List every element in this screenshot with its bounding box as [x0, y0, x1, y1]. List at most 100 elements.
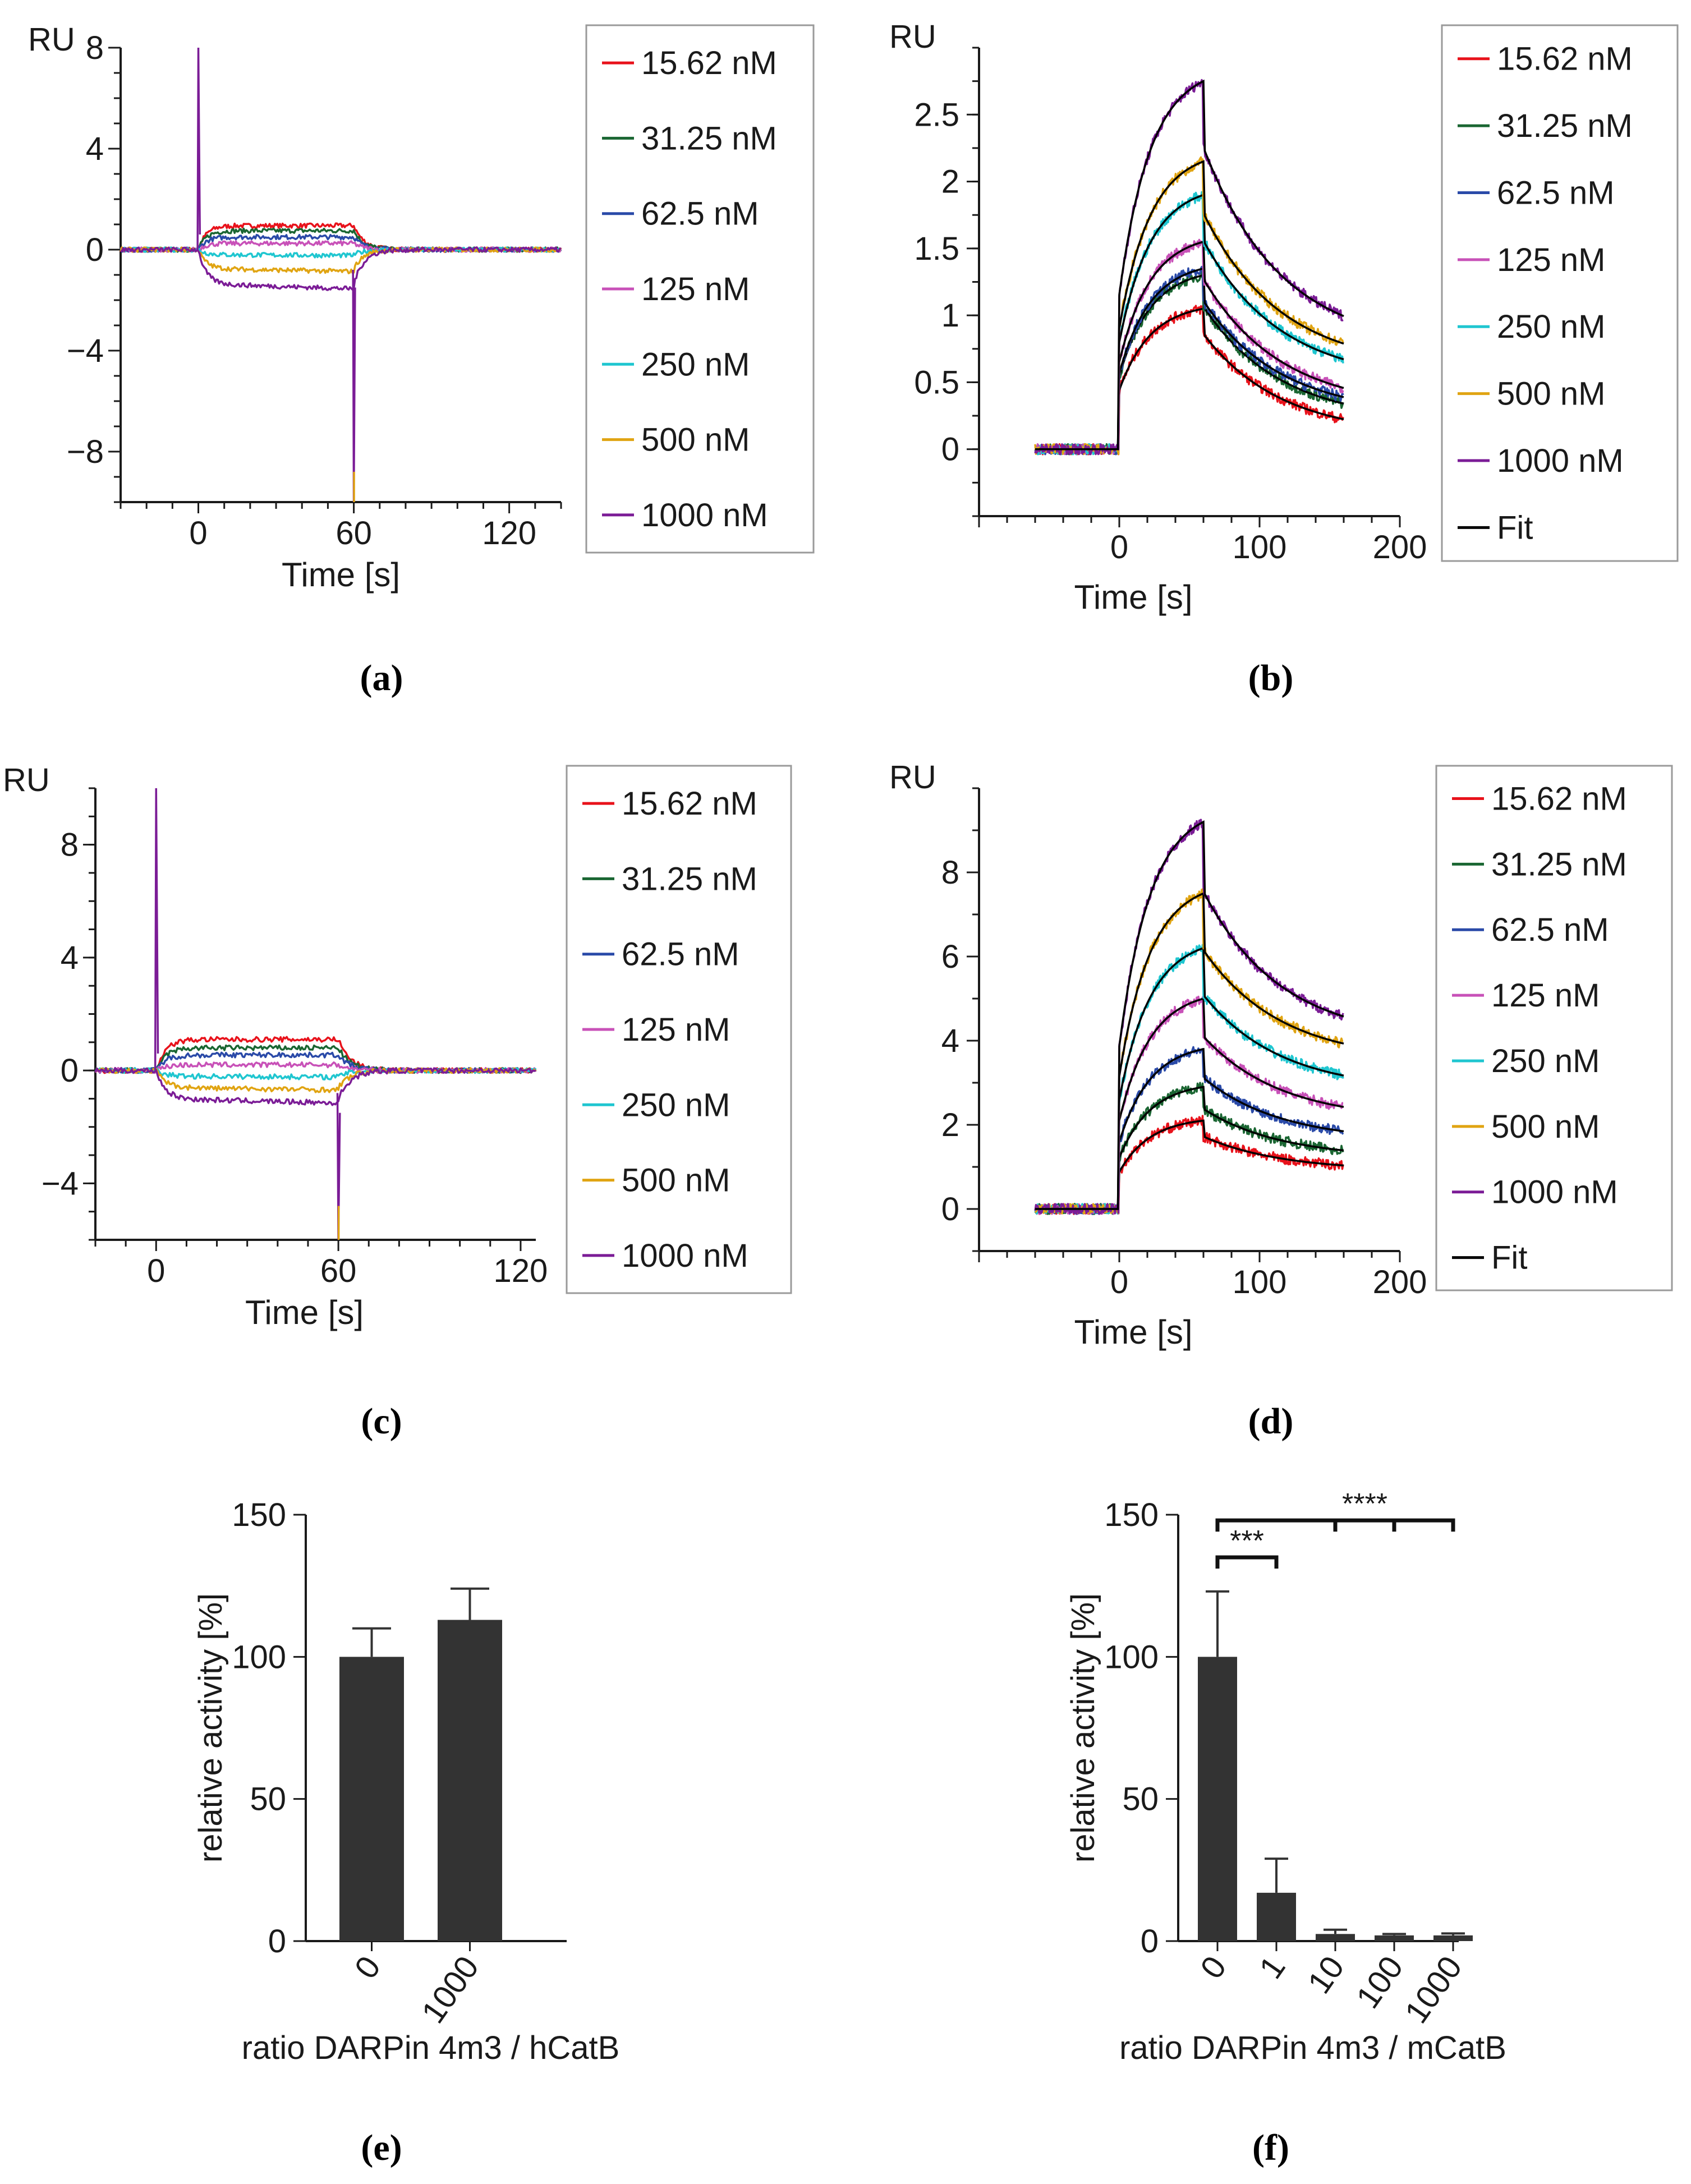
- y-tick-label: 0: [1141, 1923, 1159, 1960]
- fit-curve: [1035, 820, 1344, 1210]
- y-tick-label: 1: [941, 297, 959, 334]
- fit-curve: [1035, 946, 1344, 1210]
- x-axis-label: Time [s]: [1074, 1313, 1192, 1351]
- y-axis-label: RU: [889, 759, 936, 796]
- y-tick-label: 0.5: [914, 364, 959, 401]
- legend-label: 15.62 nM: [1497, 41, 1633, 77]
- series-trace: [1035, 1046, 1344, 1215]
- series-trace: [1034, 191, 1344, 456]
- legend-label: 62.5 nM: [1497, 174, 1615, 211]
- y-axis-label: relative activity [%]: [1065, 1593, 1101, 1863]
- panel-c-sensorgram: 0 60 120 8 4 0 −4 RU Time [s] 15.62 nM 31.25 nM 62.…: [3, 762, 792, 1442]
- panel-caption: (f): [1252, 2127, 1289, 2168]
- y-tick-label: 150: [1104, 1497, 1159, 1533]
- significance-bracket: [1215, 1518, 1455, 1532]
- legend-label: 500 nM: [1491, 1109, 1600, 1145]
- x-axis-label: ratio DARPin 4m3 / mCatB: [1119, 2030, 1506, 2066]
- x-axis-label: Time [s]: [1074, 578, 1192, 616]
- panel-caption: (e): [361, 2127, 402, 2168]
- y-tick-label: 6: [941, 939, 959, 975]
- bar: [1433, 1935, 1473, 1941]
- y-tick-label: 2.5: [914, 96, 959, 133]
- legend-label: 125 nM: [641, 271, 750, 307]
- legend-label: 1000 nM: [1497, 443, 1624, 479]
- series-trace: [1034, 1082, 1344, 1215]
- legend-label: 250 nM: [1491, 1043, 1600, 1079]
- y-tick-label: 50: [250, 1781, 286, 1818]
- legend-label: 1000 nM: [641, 497, 768, 534]
- panel-e-bar-chart: 150 100 50 0 relative activity [%] 0 1000ratio…: [192, 1497, 619, 2168]
- legend-label: 1000 nM: [1491, 1174, 1618, 1211]
- y-tick-label: −4: [42, 1165, 79, 1202]
- x-tick-label: 1000: [415, 1949, 486, 2030]
- legend-label: 250 nM: [1497, 309, 1605, 345]
- bar: [339, 1657, 404, 1941]
- y-tick-label: −8: [67, 434, 104, 470]
- x-tick-label: 100: [1233, 529, 1287, 565]
- fit-curve: [1035, 274, 1344, 450]
- injection-start-spike: [196, 47, 201, 250]
- panel-b-kinetic-fit: 0 100 200 2.5 2 1.5 1 0.5 0 RU Time [s] 15.62 nM 31.…: [889, 19, 1679, 698]
- y-axis-label: relative activity [%]: [192, 1593, 229, 1863]
- fit-curve: [1035, 307, 1344, 450]
- y-tick-label: 2: [941, 1107, 959, 1143]
- legend-label: 62.5 nM: [622, 936, 739, 973]
- y-tick-label: 8: [86, 30, 104, 66]
- fit-curve: [1035, 79, 1344, 450]
- legend-label: 15.62 nM: [622, 785, 757, 822]
- legend-label: 125 nM: [622, 1011, 730, 1048]
- y-axis-label: RU: [3, 762, 50, 798]
- x-tick-label: 1: [1252, 1949, 1293, 1985]
- panel-caption: (b): [1248, 658, 1294, 698]
- series-trace: [94, 1051, 536, 1074]
- y-tick-label: 4: [86, 131, 104, 167]
- y-tick-label: −4: [67, 333, 104, 369]
- series-trace: [120, 246, 562, 291]
- legend-label: 15.62 nM: [1491, 780, 1627, 817]
- legend-label: 31.25 nM: [1491, 846, 1627, 882]
- legend-label: 31.25 nM: [641, 120, 777, 157]
- legend-label: 31.25 nM: [622, 861, 757, 897]
- y-tick-label: 0: [941, 431, 959, 468]
- legend-label: 250 nM: [622, 1087, 730, 1123]
- y-tick-label: 0: [941, 1191, 959, 1227]
- fit-curve: [1035, 267, 1344, 450]
- y-tick-label: 100: [1104, 1639, 1159, 1675]
- x-tick-label: 200: [1373, 1264, 1427, 1300]
- series-trace: [1035, 270, 1344, 456]
- legend-box: [1441, 24, 1679, 562]
- bar: [1198, 1657, 1237, 1941]
- series-trace: [1035, 265, 1344, 456]
- bar: [438, 1620, 502, 1941]
- significance-label: ***: [1230, 1525, 1264, 1557]
- legend-label: 15.62 nM: [641, 45, 777, 81]
- bar: [1316, 1934, 1355, 1941]
- fit-curve: [1035, 1119, 1344, 1210]
- y-tick-label: 150: [232, 1497, 286, 1533]
- bar: [1257, 1892, 1296, 1941]
- legend-label: 250 nM: [641, 346, 750, 383]
- y-tick-label: 50: [1122, 1781, 1159, 1818]
- legend-label: Fit: [1491, 1240, 1527, 1276]
- x-axis-label: Time [s]: [245, 1294, 364, 1331]
- x-axis-label: ratio DARPin 4m3 / hCatB: [242, 2030, 620, 2066]
- x-tick-label: 200: [1373, 529, 1427, 565]
- x-tick-label: 60: [336, 515, 372, 551]
- x-tick-label: 1000: [1398, 1949, 1469, 2030]
- y-tick-label: 0: [268, 1923, 286, 1960]
- panel-caption: (c): [361, 1401, 402, 1442]
- injection-end-spike: [352, 269, 356, 503]
- legend-label: 62.5 nM: [641, 196, 759, 232]
- y-tick-label: 0: [61, 1052, 79, 1089]
- x-tick-label: 0: [189, 515, 207, 551]
- series-trace: [1034, 819, 1344, 1215]
- y-tick-label: 100: [232, 1639, 286, 1675]
- series-trace: [94, 1066, 536, 1106]
- fit-curve: [1035, 1047, 1344, 1210]
- legend-label: 1000 nM: [622, 1238, 748, 1274]
- panel-d-kinetic-fit: 0 100 200 8 6 4 2 0 RU Time [s] 15.62 nM 31.25 nM 62…: [889, 759, 1673, 1442]
- y-tick-label: 4: [61, 940, 79, 976]
- x-tick-label: 60: [320, 1253, 357, 1289]
